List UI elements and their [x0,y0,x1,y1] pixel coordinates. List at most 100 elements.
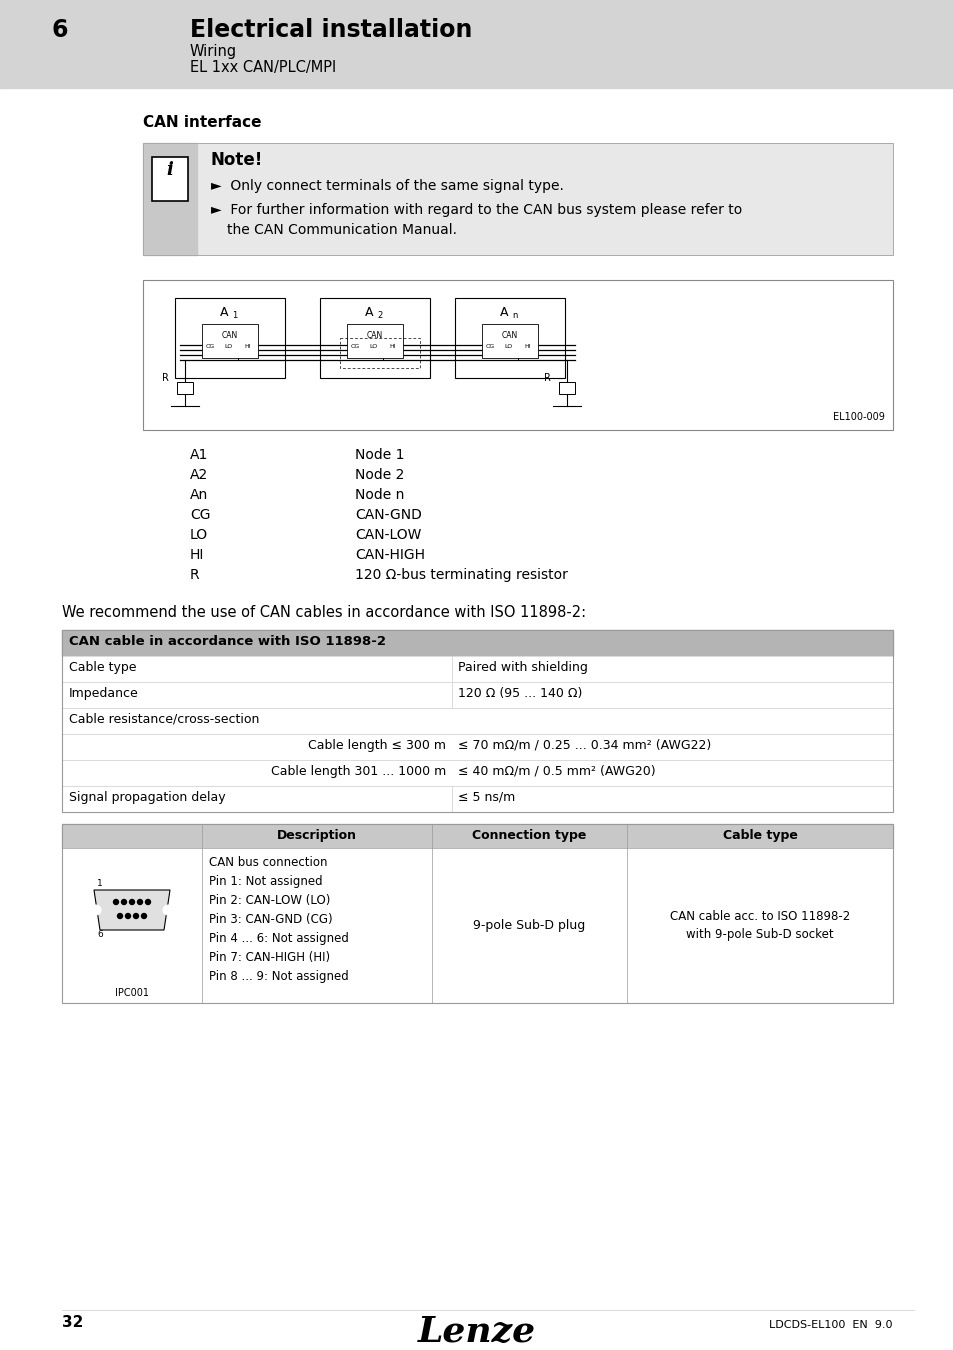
Bar [152,157,188,201]
Bar [202,324,257,358]
Bar [174,298,285,378]
Text: Cable resistance/cross-section: Cable resistance/cross-section [69,713,259,726]
Text: Node 1: Node 1 [355,448,404,462]
Circle shape [163,904,172,915]
Bar [143,143,196,255]
Text: A: A [364,306,373,319]
Text: 6: 6 [97,930,103,940]
Text: IPC001: IPC001 [115,988,149,998]
Circle shape [141,914,147,918]
Text: Lenze: Lenze [417,1315,536,1349]
Text: CAN-LOW: CAN-LOW [355,528,421,541]
Text: ≤ 70 mΩ/m / 0.25 ... 0.34 mm² (AWG22): ≤ 70 mΩ/m / 0.25 ... 0.34 mm² (AWG22) [457,738,711,752]
Text: Cable length 301 ... 1000 m: Cable length 301 ... 1000 m [271,765,446,778]
Circle shape [146,899,151,904]
Text: CAN cable in accordance with ISO 11898-2: CAN cable in accordance with ISO 11898-2 [69,634,386,648]
Text: 1: 1 [232,310,237,320]
Text: EL100-009: EL100-009 [832,412,884,423]
Text: Pin 4 ... 6: Not assigned: Pin 4 ... 6: Not assigned [209,931,349,945]
Text: Electrical installation: Electrical installation [190,18,472,42]
Text: LDCDS-EL100  EN  9.0: LDCDS-EL100 EN 9.0 [769,1320,892,1330]
Bar [62,630,892,656]
Bar [319,298,430,378]
Text: 6: 6 [52,18,69,42]
Text: R: R [190,568,199,582]
Circle shape [113,899,118,904]
Text: A: A [219,306,228,319]
Text: ►  Only connect terminals of the same signal type.: ► Only connect terminals of the same sig… [211,180,563,193]
Text: A2: A2 [190,468,208,482]
Text: An: An [190,487,208,502]
Bar [0,0,953,88]
Circle shape [121,899,127,904]
Text: LO: LO [370,344,377,350]
Text: HI: HI [190,548,204,562]
Text: 32: 32 [62,1315,83,1330]
Text: Cable length ≤ 300 m: Cable length ≤ 300 m [308,738,446,752]
Bar [143,279,892,431]
Text: Description: Description [276,829,356,842]
Text: CAN interface: CAN interface [143,115,261,130]
Text: Signal propagation delay: Signal propagation delay [69,791,226,805]
Text: Node 2: Node 2 [355,468,404,482]
Text: Wiring: Wiring [190,45,237,59]
Text: the CAN Communication Manual.: the CAN Communication Manual. [227,223,456,238]
Text: CAN: CAN [367,331,383,340]
Text: CAN-HIGH: CAN-HIGH [355,548,424,562]
Text: CAN bus connection: CAN bus connection [209,856,327,869]
Polygon shape [94,890,170,930]
Bar [62,656,892,682]
Text: ≤ 40 mΩ/m / 0.5 mm² (AWG20): ≤ 40 mΩ/m / 0.5 mm² (AWG20) [457,765,655,778]
Text: Pin 7: CAN-HIGH (HI): Pin 7: CAN-HIGH (HI) [209,950,330,964]
Circle shape [126,914,131,918]
Text: A1: A1 [190,448,208,462]
Bar [143,143,892,255]
Circle shape [133,914,138,918]
Text: Connection type: Connection type [472,829,586,842]
Text: Pin 8 ... 9: Not assigned: Pin 8 ... 9: Not assigned [209,971,349,983]
Bar [455,298,564,378]
Text: 2: 2 [376,310,382,320]
Bar [62,682,892,707]
Text: We recommend the use of CAN cables in accordance with ISO 11898-2:: We recommend the use of CAN cables in ac… [62,605,585,620]
Text: ►  For further information with regard to the CAN bus system please refer to: ► For further information with regard to… [211,202,741,217]
Bar [62,707,892,734]
Text: Note!: Note! [211,151,263,169]
Text: HI: HI [244,344,251,350]
Bar [62,824,892,848]
Bar [177,382,193,394]
Text: CAN-GND: CAN-GND [355,508,421,522]
Text: CG: CG [350,344,359,350]
Text: A: A [499,306,507,319]
Text: Pin 2: CAN-LOW (LO): Pin 2: CAN-LOW (LO) [209,894,330,907]
Text: HI: HI [389,344,395,350]
Text: R: R [543,373,551,383]
Text: CG: CG [205,344,214,350]
Bar [62,760,892,786]
Text: CG: CG [190,508,211,522]
Bar [481,324,537,358]
Text: R: R [162,373,169,383]
Text: CAN cable acc. to ISO 11898-2: CAN cable acc. to ISO 11898-2 [669,910,849,923]
Text: n: n [512,310,517,320]
Text: HI: HI [524,344,531,350]
Text: with 9-pole Sub-D socket: with 9-pole Sub-D socket [685,927,833,941]
Bar [62,824,892,1003]
Circle shape [137,899,142,904]
Bar [339,338,419,369]
Text: Node n: Node n [355,487,404,502]
Text: i: i [167,161,173,180]
Text: Impedance: Impedance [69,687,138,701]
Text: CAN: CAN [222,331,238,340]
Bar [62,786,892,811]
Bar [558,382,575,394]
Text: Paired with shielding: Paired with shielding [457,662,587,674]
Bar [62,734,892,760]
Bar [347,324,402,358]
Text: Cable type: Cable type [721,829,797,842]
Text: 1: 1 [97,879,103,888]
Text: LO: LO [225,344,233,350]
Bar [143,143,892,255]
Text: Pin 1: Not assigned: Pin 1: Not assigned [209,875,322,888]
Text: CAN: CAN [501,331,517,340]
